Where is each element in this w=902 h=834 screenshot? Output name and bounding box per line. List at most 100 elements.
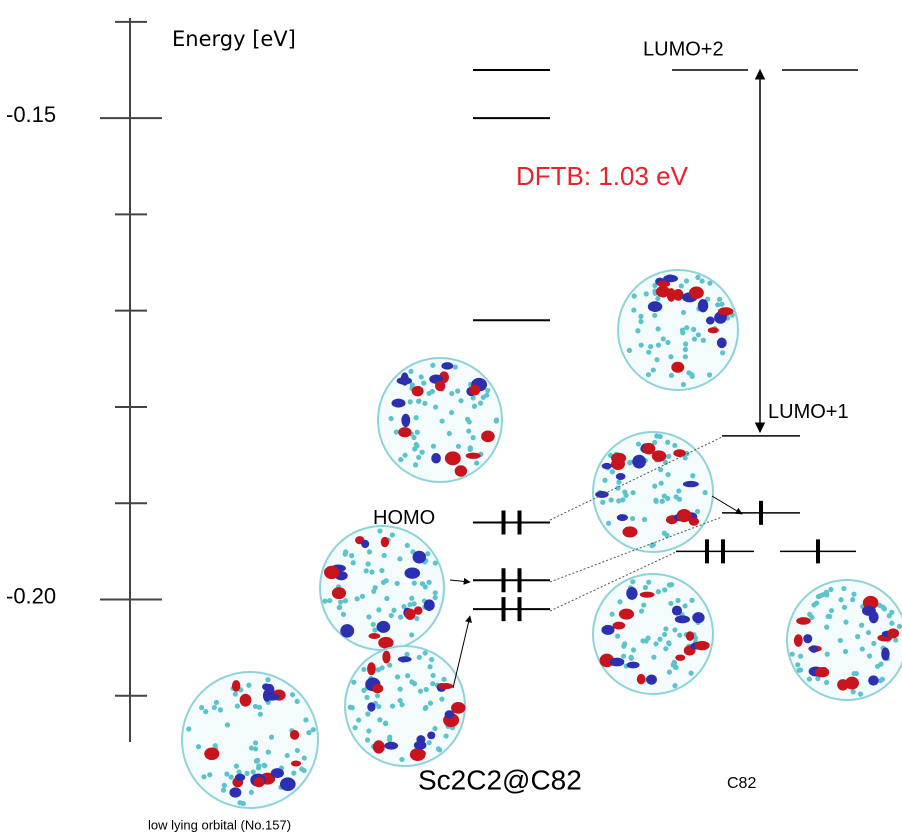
orbital-lobe — [381, 537, 389, 547]
atom — [695, 275, 700, 280]
axis-label: Energy [eV] — [172, 27, 296, 51]
atom — [224, 771, 229, 776]
orbital-lobe — [698, 299, 708, 312]
orbital-lobe — [412, 749, 426, 758]
atom — [427, 740, 432, 745]
atom — [343, 598, 348, 603]
atom — [699, 278, 704, 283]
orbital-lobe — [414, 741, 427, 750]
atom — [249, 790, 254, 795]
atom — [225, 722, 230, 727]
orbital-lobe — [610, 658, 625, 667]
orbital-lobe — [803, 634, 812, 643]
atom — [659, 481, 664, 486]
atom — [416, 398, 421, 403]
orbital-lobe — [677, 509, 692, 522]
atom — [646, 350, 651, 355]
atom — [233, 691, 238, 696]
atom — [672, 443, 677, 448]
atom — [389, 613, 394, 618]
atom — [426, 391, 431, 396]
atom — [244, 771, 249, 776]
orbital-lobe — [869, 611, 879, 623]
atom — [655, 296, 660, 301]
atom — [474, 460, 479, 465]
orbital-lobe — [675, 615, 690, 623]
atom — [662, 587, 667, 592]
atom — [654, 433, 659, 438]
atom — [201, 774, 206, 779]
atom — [707, 372, 712, 377]
orbital-lobe — [613, 622, 626, 630]
atom — [253, 740, 258, 745]
atom — [343, 552, 348, 557]
orbital-lobe — [382, 651, 390, 664]
atom — [666, 640, 671, 645]
orbital-lobe — [717, 338, 727, 349]
atom — [485, 388, 490, 393]
orbital-lobe — [367, 662, 376, 675]
atom — [600, 500, 605, 505]
orbital-lobe — [809, 645, 817, 652]
atom — [809, 615, 814, 620]
atom — [680, 328, 685, 333]
orbital-lobe — [427, 732, 435, 740]
atom — [630, 516, 635, 521]
atom — [646, 372, 651, 377]
atom — [610, 612, 615, 617]
molecule — [618, 270, 738, 390]
atom — [412, 581, 417, 586]
atom — [852, 671, 857, 676]
atom — [429, 657, 434, 662]
atom — [390, 703, 395, 708]
atom — [663, 646, 668, 651]
atom — [859, 623, 864, 628]
orbital-lobe — [254, 777, 265, 787]
atom — [433, 560, 438, 565]
atom — [387, 734, 392, 739]
atom — [644, 291, 649, 296]
orbital-lobe — [602, 463, 612, 469]
atom — [653, 498, 658, 503]
atom — [203, 709, 208, 714]
orbital-lobe — [695, 641, 710, 651]
atom — [720, 350, 725, 355]
atom — [695, 509, 700, 514]
atom — [824, 590, 829, 595]
atom — [431, 673, 436, 678]
atom — [398, 698, 403, 703]
atom — [828, 587, 833, 592]
orbital-lobe — [642, 443, 655, 455]
atom — [405, 543, 410, 548]
orbital-lobe — [232, 680, 241, 692]
atom — [258, 712, 263, 717]
atom — [621, 654, 626, 659]
atom — [221, 788, 226, 793]
atom — [262, 763, 267, 768]
atom — [825, 652, 830, 657]
atom — [377, 528, 382, 533]
atom — [426, 580, 431, 585]
atom — [412, 446, 417, 451]
orbital-lobe — [640, 592, 655, 598]
orbital-lobe — [435, 381, 445, 391]
atom — [411, 601, 416, 606]
atom — [669, 582, 674, 587]
atom — [719, 302, 724, 307]
atom — [361, 667, 366, 672]
atom — [662, 632, 667, 637]
orbital-lobe — [373, 740, 385, 753]
orbital-lobe — [397, 377, 412, 385]
atom — [408, 369, 413, 374]
atom — [427, 664, 432, 669]
atom — [677, 497, 682, 502]
atom — [351, 680, 356, 685]
atom — [425, 551, 430, 556]
atom — [617, 599, 622, 604]
atom — [653, 641, 658, 646]
atom — [353, 725, 358, 730]
atom — [433, 595, 438, 600]
atom — [415, 430, 420, 435]
atom — [643, 585, 648, 590]
atom — [241, 801, 246, 806]
